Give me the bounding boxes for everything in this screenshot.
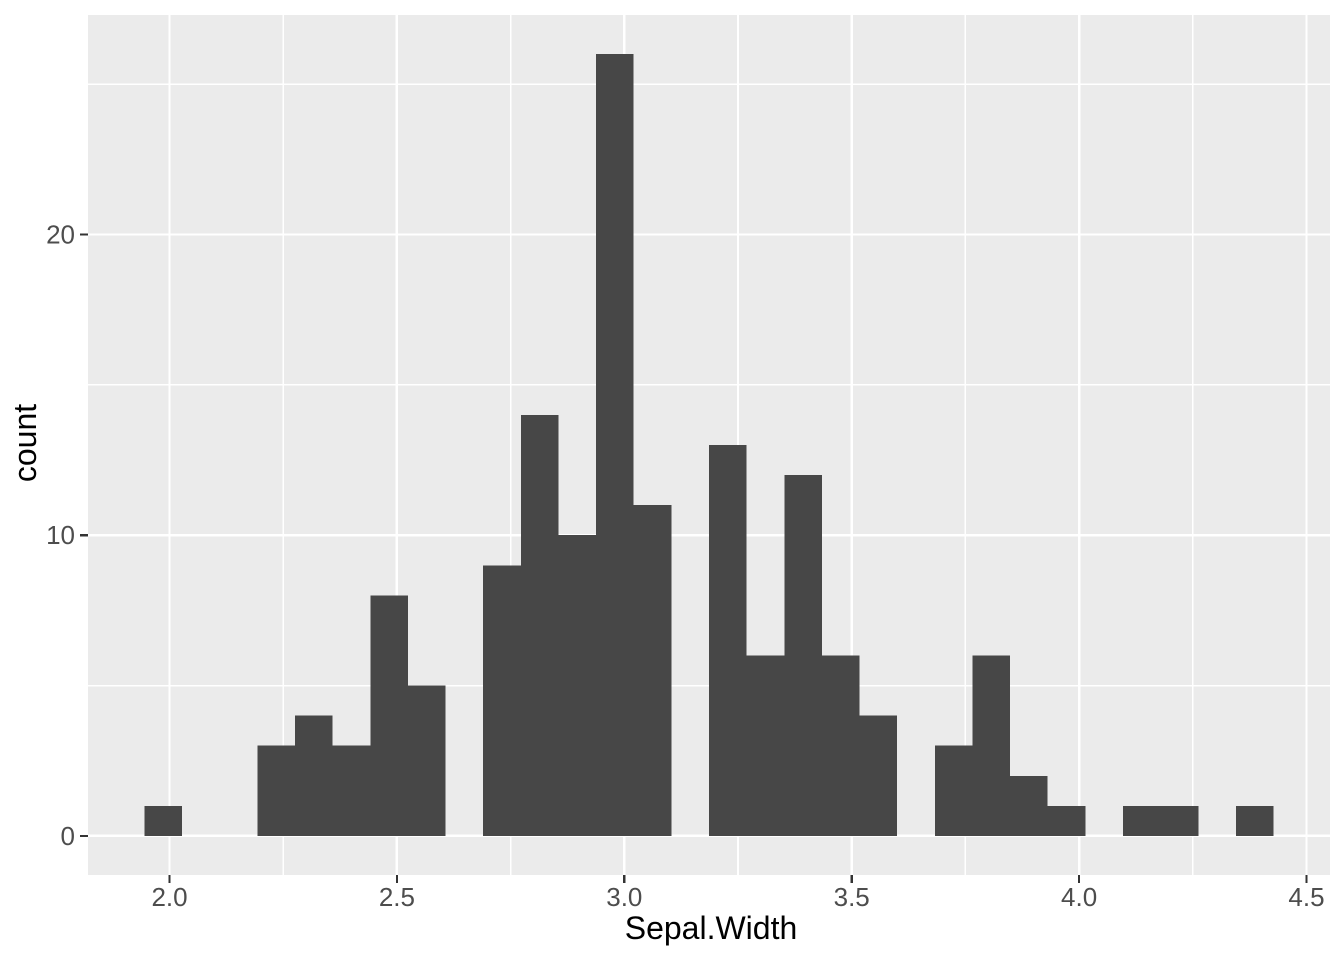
y-tick-label: 0: [61, 821, 75, 851]
histogram-bar: [746, 655, 785, 836]
histogram-bar: [295, 715, 333, 836]
histogram-bar: [1235, 805, 1274, 836]
histogram-bar: [1010, 775, 1048, 836]
x-tick-label: 2.0: [151, 882, 187, 912]
x-tick-label: 2.5: [379, 882, 415, 912]
x-tick-label: 3.0: [606, 882, 642, 912]
histogram-bar: [596, 54, 634, 836]
histogram-bar: [483, 565, 521, 836]
histogram-bar: [1123, 805, 1161, 836]
histogram-bar: [1047, 805, 1086, 836]
histogram-bar: [859, 715, 898, 836]
histogram-bar: [144, 805, 183, 836]
histogram-bar: [784, 475, 822, 836]
x-tick-label: 4.0: [1061, 882, 1097, 912]
histogram-bar: [821, 655, 860, 836]
histogram-bar: [709, 445, 747, 836]
histogram-bar: [972, 655, 1011, 836]
x-tick-label: 3.5: [834, 882, 870, 912]
histogram-bar: [520, 414, 559, 836]
histogram-bar: [370, 595, 408, 836]
histogram-bar: [407, 685, 446, 836]
x-axis-title: Sepal.Width: [624, 910, 798, 946]
histogram-bar: [332, 745, 371, 836]
y-tick-label: 10: [46, 520, 75, 550]
histogram-bar: [558, 535, 597, 836]
histogram-bar: [633, 505, 672, 836]
x-tick-label: 4.5: [1288, 882, 1324, 912]
histogram-bar: [257, 745, 296, 836]
y-axis-title: count: [7, 403, 43, 483]
histogram-bar: [934, 745, 973, 836]
y-tick-label: 20: [46, 220, 75, 250]
histogram-bar: [1160, 805, 1199, 836]
